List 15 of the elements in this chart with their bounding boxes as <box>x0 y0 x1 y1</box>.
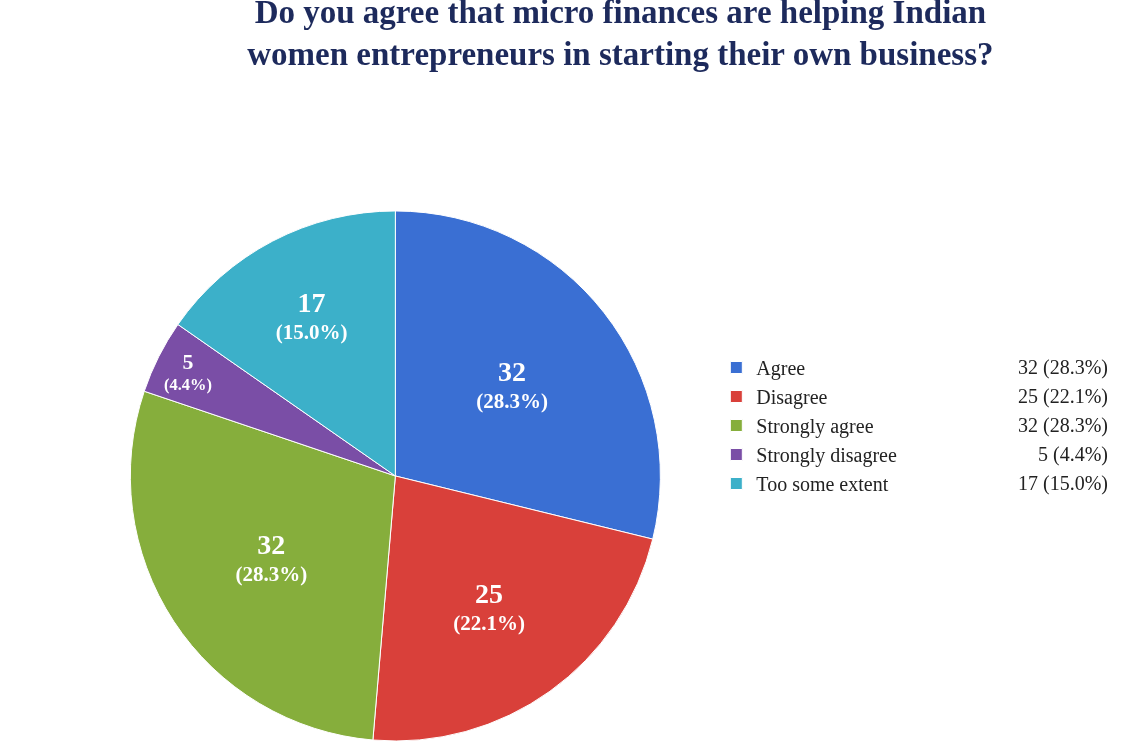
data-label: 17 (15.0%) <box>275 286 348 345</box>
data-label: 32 (28.3%) <box>476 355 548 414</box>
legend-label: Disagree <box>756 386 828 410</box>
legend-label: Strongly disagree <box>756 444 897 468</box>
legend-label: Too some extent <box>756 473 889 496</box>
text: 17 (15.0%) <box>1018 471 1108 494</box>
text: 5 (4.4%) <box>1038 442 1108 465</box>
data-label: 5 (4.4%) <box>164 349 212 394</box>
data-label: 32 (28.3%) <box>235 528 308 586</box>
text: 25 (22.1%) <box>1018 384 1108 407</box>
text: 32 (28.3%) <box>1018 413 1108 436</box>
data-label: 25 (22.1%) <box>453 577 525 636</box>
legend-label: Strongly agree <box>756 415 874 439</box>
text: 32 (28.3%) <box>1018 355 1108 378</box>
legend-label: Agree <box>756 357 806 381</box>
